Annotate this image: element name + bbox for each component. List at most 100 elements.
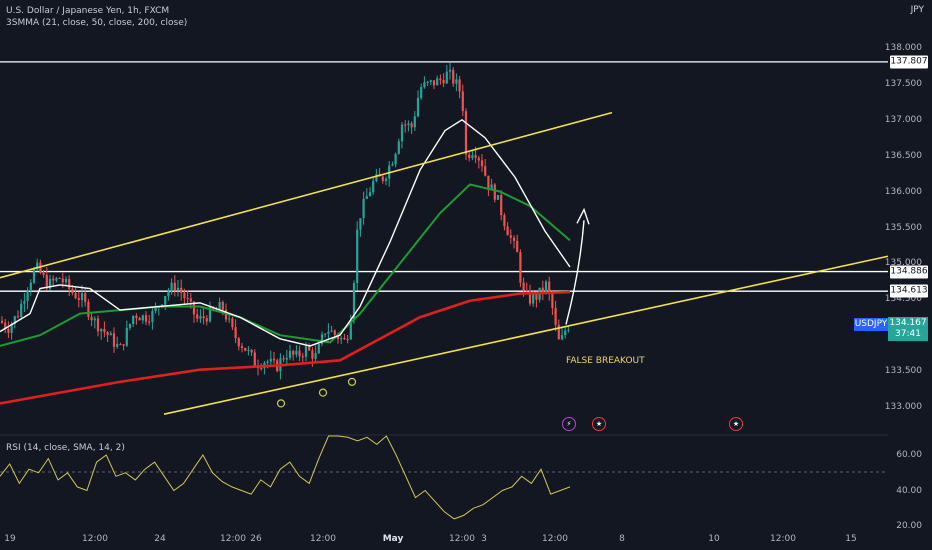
candle-body xyxy=(61,278,64,283)
candle-body xyxy=(240,346,244,348)
candle-body xyxy=(544,281,548,292)
rsi-tick-label: 60.00 xyxy=(896,450,922,460)
candle-body xyxy=(192,301,196,315)
candle-body xyxy=(42,272,45,275)
rsi-tick-label: 20.00 xyxy=(896,521,922,531)
candle-body xyxy=(394,153,397,165)
candle-body xyxy=(327,331,330,334)
candle-body xyxy=(442,79,445,84)
candle-body xyxy=(301,356,304,358)
candle-body xyxy=(359,218,362,230)
trendline xyxy=(0,111,613,279)
candle-body xyxy=(176,287,180,291)
candle-body xyxy=(551,293,554,309)
candle-body xyxy=(528,290,532,304)
candle-body xyxy=(317,343,320,354)
candle-body xyxy=(397,141,400,154)
x-tick-label: 10 xyxy=(708,534,720,544)
candle-body xyxy=(173,282,176,291)
candle-body xyxy=(4,322,7,329)
candle-body xyxy=(247,349,250,351)
candle-body xyxy=(500,195,503,216)
swing-low-marker xyxy=(318,388,328,397)
candle-body xyxy=(295,350,298,355)
candle-body xyxy=(74,293,77,299)
candle-body xyxy=(253,352,256,366)
x-tick-label: 12:00 xyxy=(82,534,108,544)
candle-body xyxy=(141,315,144,321)
candle-body xyxy=(148,321,151,323)
us-flag-event-icon-2[interactable]: ★ xyxy=(729,417,743,431)
candle-body xyxy=(272,358,276,361)
candle-body xyxy=(122,344,125,346)
candle-body xyxy=(493,184,496,200)
y-tick-label: 137.000 xyxy=(884,114,922,125)
candle-body xyxy=(39,262,42,273)
y-tick-label: 135.500 xyxy=(884,222,922,233)
candle-body xyxy=(189,298,192,302)
candle-body xyxy=(391,164,394,166)
candle-body xyxy=(522,282,525,291)
candle-body xyxy=(96,318,100,332)
candle-body xyxy=(109,333,112,336)
candle-body xyxy=(439,78,442,80)
candle-body xyxy=(404,124,407,126)
candle-body xyxy=(58,277,61,279)
candle-body xyxy=(532,294,535,304)
us-flag-event-icon[interactable]: ★ xyxy=(592,417,606,431)
candle-body xyxy=(429,80,432,82)
candle-body xyxy=(170,282,173,292)
candle-body xyxy=(548,281,551,294)
false-breakout-annotation: FALSE BREAKOUT xyxy=(566,356,645,366)
y-tick-label: 134.500 xyxy=(884,294,922,305)
candle-body xyxy=(13,316,16,325)
candle-body xyxy=(340,338,343,340)
candle-body xyxy=(151,311,154,322)
candle-body xyxy=(311,350,314,359)
candle-body xyxy=(554,308,557,325)
level-price-label: 137.807 xyxy=(890,55,928,69)
candle-body xyxy=(490,184,493,190)
candle-body xyxy=(356,229,359,284)
candle-body xyxy=(320,334,324,344)
candle-body xyxy=(234,327,237,339)
lightning-event-icon[interactable]: ⚡ xyxy=(562,417,576,431)
candle-body xyxy=(180,287,183,293)
y-tick-label: 133.500 xyxy=(884,366,922,377)
candle-body xyxy=(183,292,186,299)
candle-body xyxy=(375,174,378,181)
candle-body xyxy=(413,116,416,128)
candle-body xyxy=(112,333,116,347)
x-tick-label: May xyxy=(382,534,404,544)
candle-body xyxy=(448,69,452,72)
candle-body xyxy=(224,309,228,320)
candle-body xyxy=(471,155,474,159)
candle-body xyxy=(352,283,356,321)
candle-body xyxy=(26,290,29,302)
candle-body xyxy=(512,237,516,241)
x-tick-label: 3 xyxy=(481,534,487,544)
candle-body xyxy=(292,350,295,355)
candle-body xyxy=(452,69,455,84)
rsi-line xyxy=(0,435,571,520)
last-price: 134.167 xyxy=(889,318,927,328)
candle-body xyxy=(64,279,68,283)
candle-body xyxy=(106,332,109,336)
candle-body xyxy=(87,301,90,317)
candle-body xyxy=(426,81,429,83)
candle-body xyxy=(346,339,349,341)
candle-body xyxy=(231,318,234,328)
candle-body xyxy=(567,329,570,331)
candle-body xyxy=(480,160,484,167)
swing-low-marker xyxy=(347,377,357,386)
candle-body xyxy=(436,78,439,86)
sma-21-line xyxy=(0,118,571,347)
y-tick-label: 137.500 xyxy=(884,78,922,89)
candle-body xyxy=(564,330,567,336)
candle-body xyxy=(400,124,404,142)
candle-body xyxy=(212,307,215,310)
candle-body xyxy=(282,358,285,360)
candle-body xyxy=(244,347,247,351)
candle-body xyxy=(410,123,413,128)
